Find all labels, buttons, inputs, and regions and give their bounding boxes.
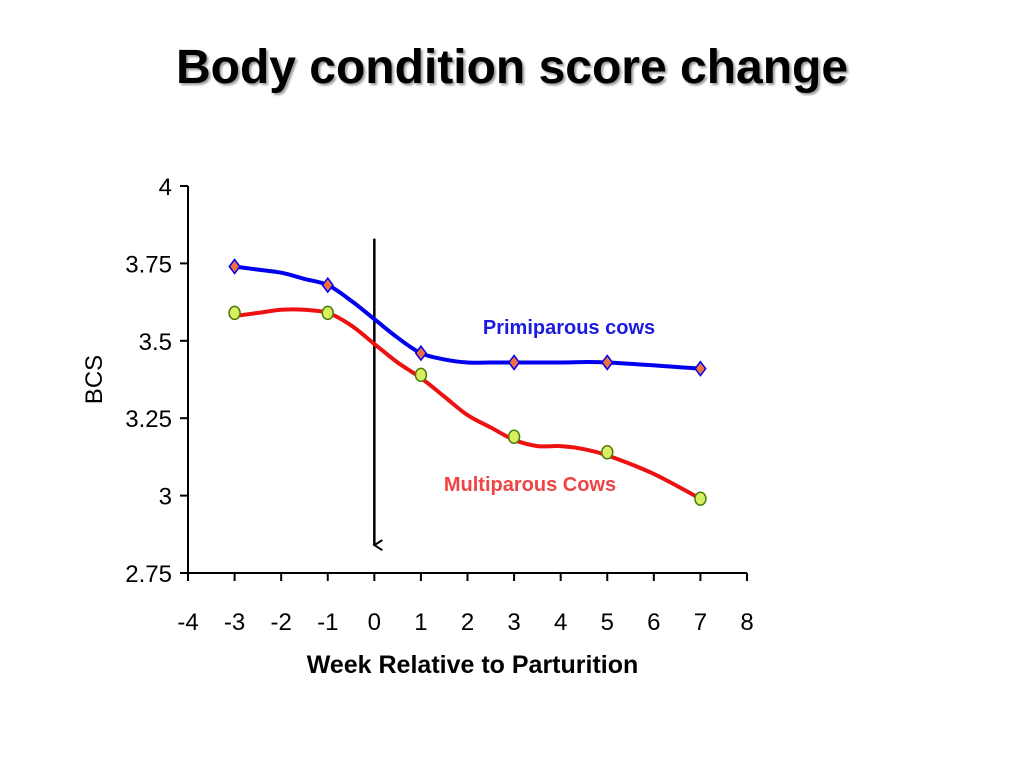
data-point-multiparous-cows <box>321 305 334 321</box>
series-line-primiparous-cows <box>232 264 703 371</box>
y-tick-label: 3.25 <box>125 406 172 433</box>
data-point-primiparous-cows <box>321 276 334 294</box>
data-point-multiparous-cows <box>601 445 614 460</box>
data-point-primiparous-cows <box>601 354 614 371</box>
x-axis-title: Week Relative to Parturition <box>307 651 639 679</box>
y-axis-title: BCS <box>81 355 108 404</box>
x-tick-label: 1 <box>414 609 427 636</box>
data-point-primiparous-cows <box>414 344 428 362</box>
x-tick-label: -3 <box>224 609 245 636</box>
y-tick-label: 3.75 <box>125 251 172 278</box>
x-tick-label: 3 <box>507 609 520 636</box>
series-label-primiparous-cows: Primiparous cows <box>483 317 655 339</box>
y-tick-label: 2.75 <box>125 561 172 588</box>
y-tick-label: 3 <box>159 484 172 511</box>
series-label-multiparous-cows: Multiparous Cows <box>444 474 616 496</box>
x-tick-label: -1 <box>317 609 338 636</box>
data-point-primiparous-cows <box>694 360 707 377</box>
data-point-multiparous-cows <box>694 491 707 506</box>
x-tick-label: 6 <box>647 609 660 636</box>
x-tick-label: 0 <box>368 609 381 636</box>
x-tick-label: 5 <box>601 609 614 636</box>
data-point-multiparous-cows <box>414 367 428 383</box>
x-tick-label: 7 <box>694 609 707 636</box>
x-tick-label: 4 <box>554 609 567 636</box>
y-tick-label: 4 <box>159 174 172 201</box>
data-point-primiparous-cows <box>228 258 241 275</box>
x-tick-label: -2 <box>270 609 291 636</box>
y-tick-label: 3.5 <box>139 329 172 356</box>
x-tick-label: -4 <box>177 609 198 636</box>
data-point-multiparous-cows <box>507 429 521 445</box>
chart-title: Body condition score change <box>175 41 849 94</box>
data-point-multiparous-cows <box>228 305 241 321</box>
x-tick-label: 2 <box>461 609 474 636</box>
x-tick-label: 8 <box>740 609 753 636</box>
series-line-multiparous-cows <box>232 307 703 501</box>
data-point-primiparous-cows <box>507 354 521 371</box>
